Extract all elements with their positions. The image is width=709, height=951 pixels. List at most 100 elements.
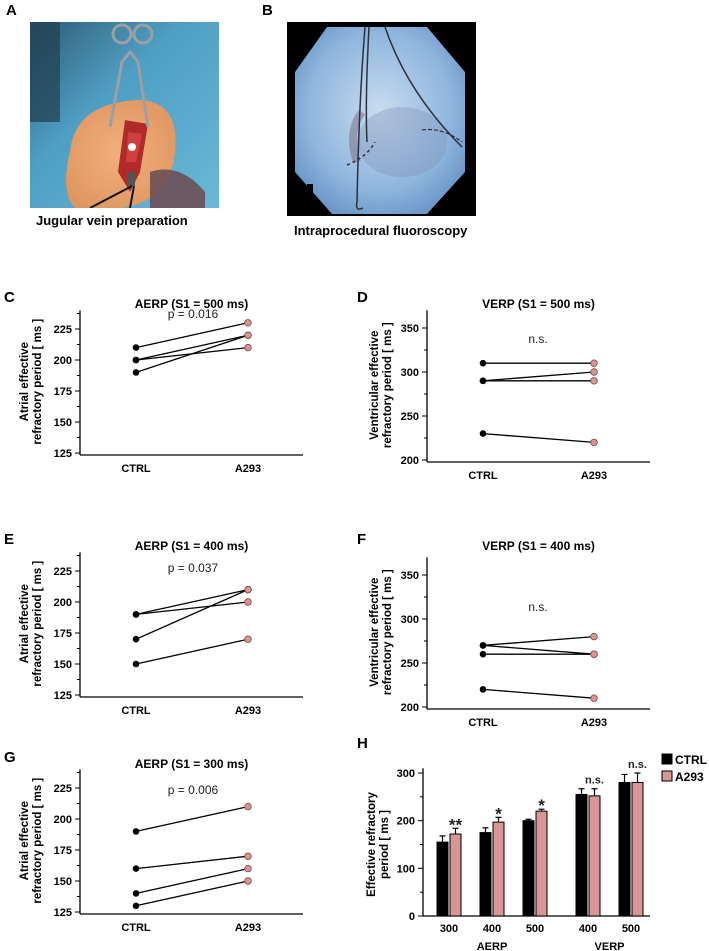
paired-line xyxy=(135,334,249,374)
y-tick-label: 175 xyxy=(54,845,72,857)
significance-label: n.s. xyxy=(628,759,647,771)
y-axis-label: refractory period [ ms ] xyxy=(32,319,44,445)
x-tick-label-ctrl: CTRL xyxy=(468,470,498,482)
legend-label-a293: A293 xyxy=(675,770,704,784)
y-tick-label: 200 xyxy=(54,355,72,367)
a293-point xyxy=(590,438,598,447)
fluoroscopy-image xyxy=(287,22,476,216)
x-tick-label-ctrl: CTRL xyxy=(121,922,151,934)
significance-annotation: n.s. xyxy=(528,332,547,346)
y-tick-label: 225 xyxy=(54,566,72,578)
y-tick-label: 225 xyxy=(54,324,72,336)
significance-annotation: n.s. xyxy=(528,600,547,614)
ctrl-point xyxy=(132,902,140,910)
y-axis-label: Effective refractory xyxy=(366,791,378,896)
y-tick-label: 225 xyxy=(54,783,72,795)
chart-title: VERP (S1 = 500 ms) xyxy=(482,297,595,311)
panel-letter-e: E xyxy=(4,531,14,548)
a293-point xyxy=(244,343,252,352)
x-tick-label-a293: A293 xyxy=(235,463,261,475)
group-label-verp: VERP xyxy=(595,941,625,951)
significance-label: ** xyxy=(449,815,463,834)
a293-point xyxy=(244,852,252,860)
ctrl-point xyxy=(479,377,487,385)
paired-line xyxy=(135,601,249,616)
x-tick-label: 300 xyxy=(440,923,458,935)
y-axis-label: Atrial effective xyxy=(19,342,31,421)
significance-annotation: p = 0.037 xyxy=(168,561,219,575)
y-tick-label: 300 xyxy=(397,768,415,780)
bar-ctrl xyxy=(522,820,535,917)
bar-ctrl xyxy=(618,782,631,917)
ctrl-point xyxy=(479,642,487,649)
ctrl-point xyxy=(479,650,487,658)
a293-point xyxy=(590,650,598,658)
caption-intraprocedural-fluoroscopy: Intraprocedural fluoroscopy xyxy=(294,223,468,238)
x-tick-label: 400 xyxy=(483,923,501,935)
group-label-aerp: AERP xyxy=(477,941,508,951)
bar-a293 xyxy=(588,795,601,917)
panel-letter-d: D xyxy=(357,289,368,306)
y-tick-label: 300 xyxy=(401,614,419,626)
y-tick-label: 300 xyxy=(401,367,419,379)
x-tick-label-ctrl: CTRL xyxy=(121,705,151,717)
ctrl-point xyxy=(132,635,140,643)
a293-point xyxy=(590,377,598,385)
y-axis-label: refractory period [ ms ] xyxy=(382,322,394,448)
x-tick-label: 400 xyxy=(579,923,597,935)
ctrl-point xyxy=(479,430,487,437)
legend-label-ctrl: CTRL xyxy=(675,753,707,767)
y-tick-label: 250 xyxy=(401,411,419,423)
ctrl-point xyxy=(132,611,140,618)
paired-line xyxy=(135,867,249,895)
ctrl-point xyxy=(479,686,487,693)
surgical-photo-jugular-vein xyxy=(30,22,219,208)
paired-line xyxy=(482,371,595,382)
ctrl-point xyxy=(132,369,140,376)
y-tick-label: 100 xyxy=(397,863,415,875)
ctrl-point xyxy=(132,890,140,897)
paired-line xyxy=(135,334,249,361)
y-axis-label: refractory period [ ms ] xyxy=(32,778,44,904)
a293-point xyxy=(244,864,252,873)
y-tick-label: 200 xyxy=(397,816,415,828)
ctrl-point xyxy=(132,356,140,364)
fluoroscopy-graphic xyxy=(295,26,465,214)
y-tick-label: 200 xyxy=(54,814,72,826)
significance-label: n.s. xyxy=(585,775,604,787)
a293-point xyxy=(590,368,598,376)
a293-point xyxy=(590,694,598,702)
y-tick-label: 200 xyxy=(401,455,419,467)
y-tick-label: 175 xyxy=(54,386,72,398)
x-tick-label-a293: A293 xyxy=(581,470,607,482)
x-tick-label: 500 xyxy=(526,923,544,935)
paired-line xyxy=(135,805,249,833)
a293-point xyxy=(244,598,252,606)
bar-ctrl xyxy=(575,793,588,917)
y-tick-label: 200 xyxy=(54,597,72,609)
significance-label: * xyxy=(495,804,502,823)
paired-line xyxy=(135,638,249,665)
y-tick-label: 200 xyxy=(401,702,419,714)
paired-line xyxy=(135,322,249,349)
y-tick-label: 175 xyxy=(54,628,72,640)
bar-ctrl xyxy=(436,841,449,917)
x-tick-label-ctrl: CTRL xyxy=(468,717,498,729)
bar-a293 xyxy=(535,810,548,917)
paired-line xyxy=(482,635,595,647)
y-tick-label: 150 xyxy=(54,876,72,888)
bar-ctrl xyxy=(479,832,492,917)
ctrl-point xyxy=(132,828,140,835)
y-axis-label: Ventricular effective xyxy=(369,331,381,440)
panel-letter-g: G xyxy=(4,749,16,766)
paired-line xyxy=(482,644,595,655)
bar-a293 xyxy=(449,833,462,917)
chart-title: VERP (S1 = 400 ms) xyxy=(482,539,595,553)
a293-point xyxy=(244,877,252,885)
surgical-photo-graphic xyxy=(30,22,219,208)
ctrl-point xyxy=(479,359,487,367)
a293-point xyxy=(590,359,598,367)
y-axis-label: period [ ms ] xyxy=(379,810,391,879)
paired-line xyxy=(135,589,249,640)
